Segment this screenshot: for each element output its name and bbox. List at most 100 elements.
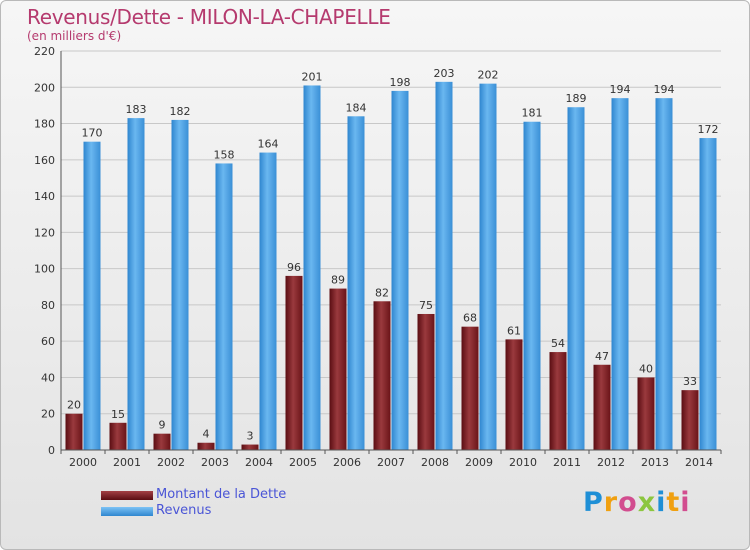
bar-revenue [611,98,629,451]
bar-revenue [699,138,717,450]
chart-title: Revenus/Dette - MILON-LA-CHAPELLE [27,5,391,29]
bar-revenue [523,121,541,451]
bar-debt [329,288,347,450]
x-tick-label: 2007 [377,456,405,469]
data-label-revenue: 182 [170,105,191,118]
y-tick-label: 200 [34,81,55,94]
y-tick-label: 0 [48,444,55,457]
legend-swatch-debt [101,491,153,500]
data-label-debt: 40 [639,362,653,375]
bar-debt [373,301,391,450]
logo-letter: x [637,487,657,518]
data-label-revenue: 158 [214,148,235,161]
logo-letter: i [656,487,667,518]
proxiti-logo: Proxiti [583,487,691,518]
bar-revenue [127,118,145,450]
data-label-revenue: 184 [346,101,367,114]
x-tick-label: 2000 [69,456,97,469]
bar-debt [681,390,699,450]
bar-revenue [83,141,101,450]
bar-debt [241,444,259,450]
legend-swatch-revenue [101,507,153,516]
x-tick-label: 2013 [641,456,669,469]
bar-debt [65,413,83,450]
logo-letter: r [603,487,619,518]
logo-letter: t [666,487,681,518]
x-tick-label: 2004 [245,456,273,469]
x-tick-label: 2001 [113,456,141,469]
logo-letter: o [618,487,638,518]
data-label-revenue: 201 [302,70,323,83]
data-label-debt: 20 [67,399,81,412]
x-tick-label: 2005 [289,456,317,469]
bar-revenue [567,107,585,451]
y-tick-label: 220 [34,45,55,58]
data-label-debt: 75 [419,299,433,312]
y-tick-label: 60 [41,335,55,348]
y-tick-label: 180 [34,118,55,131]
data-label-revenue: 164 [258,138,279,151]
bar-debt [109,422,127,450]
x-tick-label: 2011 [553,456,581,469]
data-label-debt: 96 [287,261,301,274]
y-tick-label: 120 [34,226,55,239]
bar-debt [153,433,171,450]
bar-revenue [303,85,321,450]
bar-revenue [391,90,409,451]
bar-revenue [655,98,673,451]
logo-letter: i [680,487,691,518]
y-tick-label: 100 [34,263,55,276]
data-label-debt: 3 [247,430,254,443]
y-tick-label: 20 [41,408,55,421]
y-tick-label: 40 [41,371,55,384]
bar-revenue [259,152,277,450]
data-label-revenue: 194 [610,83,631,96]
x-tick-label: 2008 [421,456,449,469]
data-label-revenue: 202 [478,69,499,82]
data-label-debt: 61 [507,324,521,337]
data-label-debt: 89 [331,274,345,287]
bar-debt [549,352,567,450]
bar-revenue [171,119,189,450]
data-label-debt: 47 [595,350,609,363]
data-label-debt: 15 [111,408,125,421]
bar-debt [285,275,303,450]
data-label-revenue: 198 [390,76,411,89]
data-label-debt: 9 [159,419,166,432]
legend-label-revenue: Revenus [156,503,212,518]
data-label-debt: 4 [203,428,210,441]
bar-debt [637,377,655,450]
data-label-revenue: 181 [522,107,543,120]
bar-debt [505,339,523,450]
bar-debt [417,313,435,450]
bar-revenue [435,81,453,450]
data-label-revenue: 170 [82,127,103,140]
x-tick-label: 2002 [157,456,185,469]
data-label-revenue: 183 [126,103,147,116]
x-tick-label: 2006 [333,456,361,469]
x-tick-label: 2012 [597,456,625,469]
x-tick-label: 2009 [465,456,493,469]
bar-debt [593,364,611,450]
chart-subtitle: (en milliers d'€) [27,29,122,43]
bar-revenue [347,116,365,451]
y-tick-label: 160 [34,154,55,167]
bar-debt [197,442,215,450]
data-label-debt: 33 [683,375,697,388]
logo-letter: P [583,487,604,518]
x-tick-label: 2010 [509,456,537,469]
data-label-revenue: 189 [566,92,587,105]
data-label-revenue: 194 [654,83,675,96]
y-tick-label: 80 [41,299,55,312]
data-label-debt: 82 [375,286,389,299]
bar-debt [461,326,479,450]
legend-label-debt: Montant de la Dette [156,487,287,502]
x-tick-label: 2014 [685,456,713,469]
data-label-debt: 54 [551,337,565,350]
bar-revenue [479,83,497,451]
data-label-revenue: 172 [698,123,719,136]
data-label-debt: 68 [463,312,477,325]
bar-revenue [215,163,233,451]
